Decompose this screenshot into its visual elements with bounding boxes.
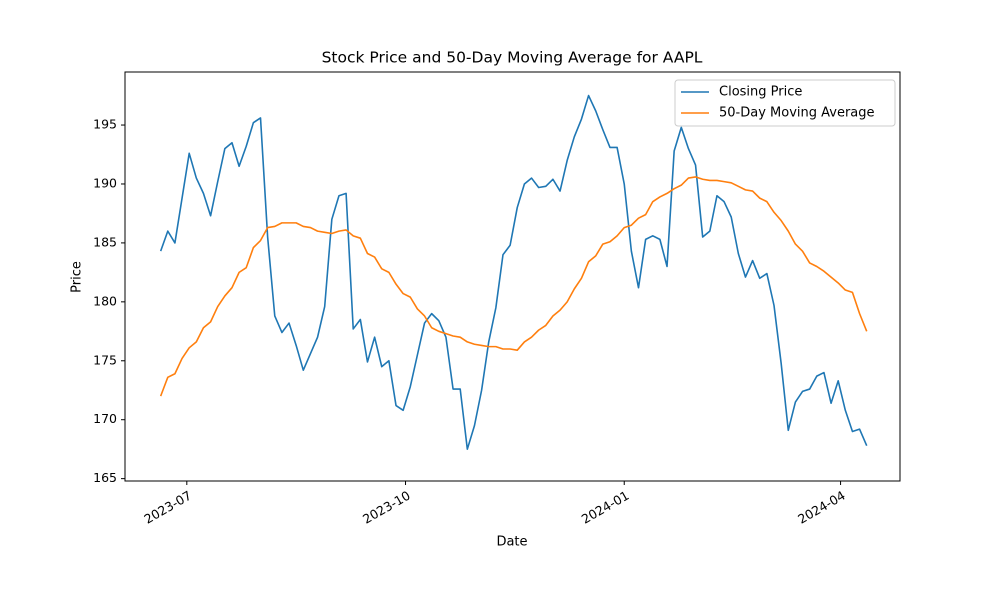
x-axis-label: Date <box>496 535 527 550</box>
y-tick-label: 175 <box>93 352 117 367</box>
x-tick-label: 2024-01 <box>579 488 632 527</box>
legend-label: 50-Day Moving Average <box>719 106 875 121</box>
y-tick-label: 165 <box>93 470 117 485</box>
y-tick-label: 180 <box>93 293 117 308</box>
legend-label: Closing Price <box>719 85 802 100</box>
line-series <box>159 94 868 450</box>
x-tick-label: 2023-10 <box>360 488 413 527</box>
chart-title: Stock Price and 50-Day Moving Average fo… <box>322 49 703 67</box>
y-axis-label: Price <box>70 261 85 293</box>
y-tick-label: 170 <box>93 411 117 426</box>
y-tick-label: 185 <box>93 234 117 249</box>
y-tick-label: 190 <box>93 175 117 190</box>
legend-box <box>674 79 896 127</box>
x-tick-label: 2023-07 <box>141 488 194 527</box>
y-tick-label: 195 <box>93 117 117 132</box>
line-series <box>159 176 868 397</box>
x-tick-label: 2024-04 <box>795 488 848 527</box>
plot-frame <box>124 71 901 482</box>
